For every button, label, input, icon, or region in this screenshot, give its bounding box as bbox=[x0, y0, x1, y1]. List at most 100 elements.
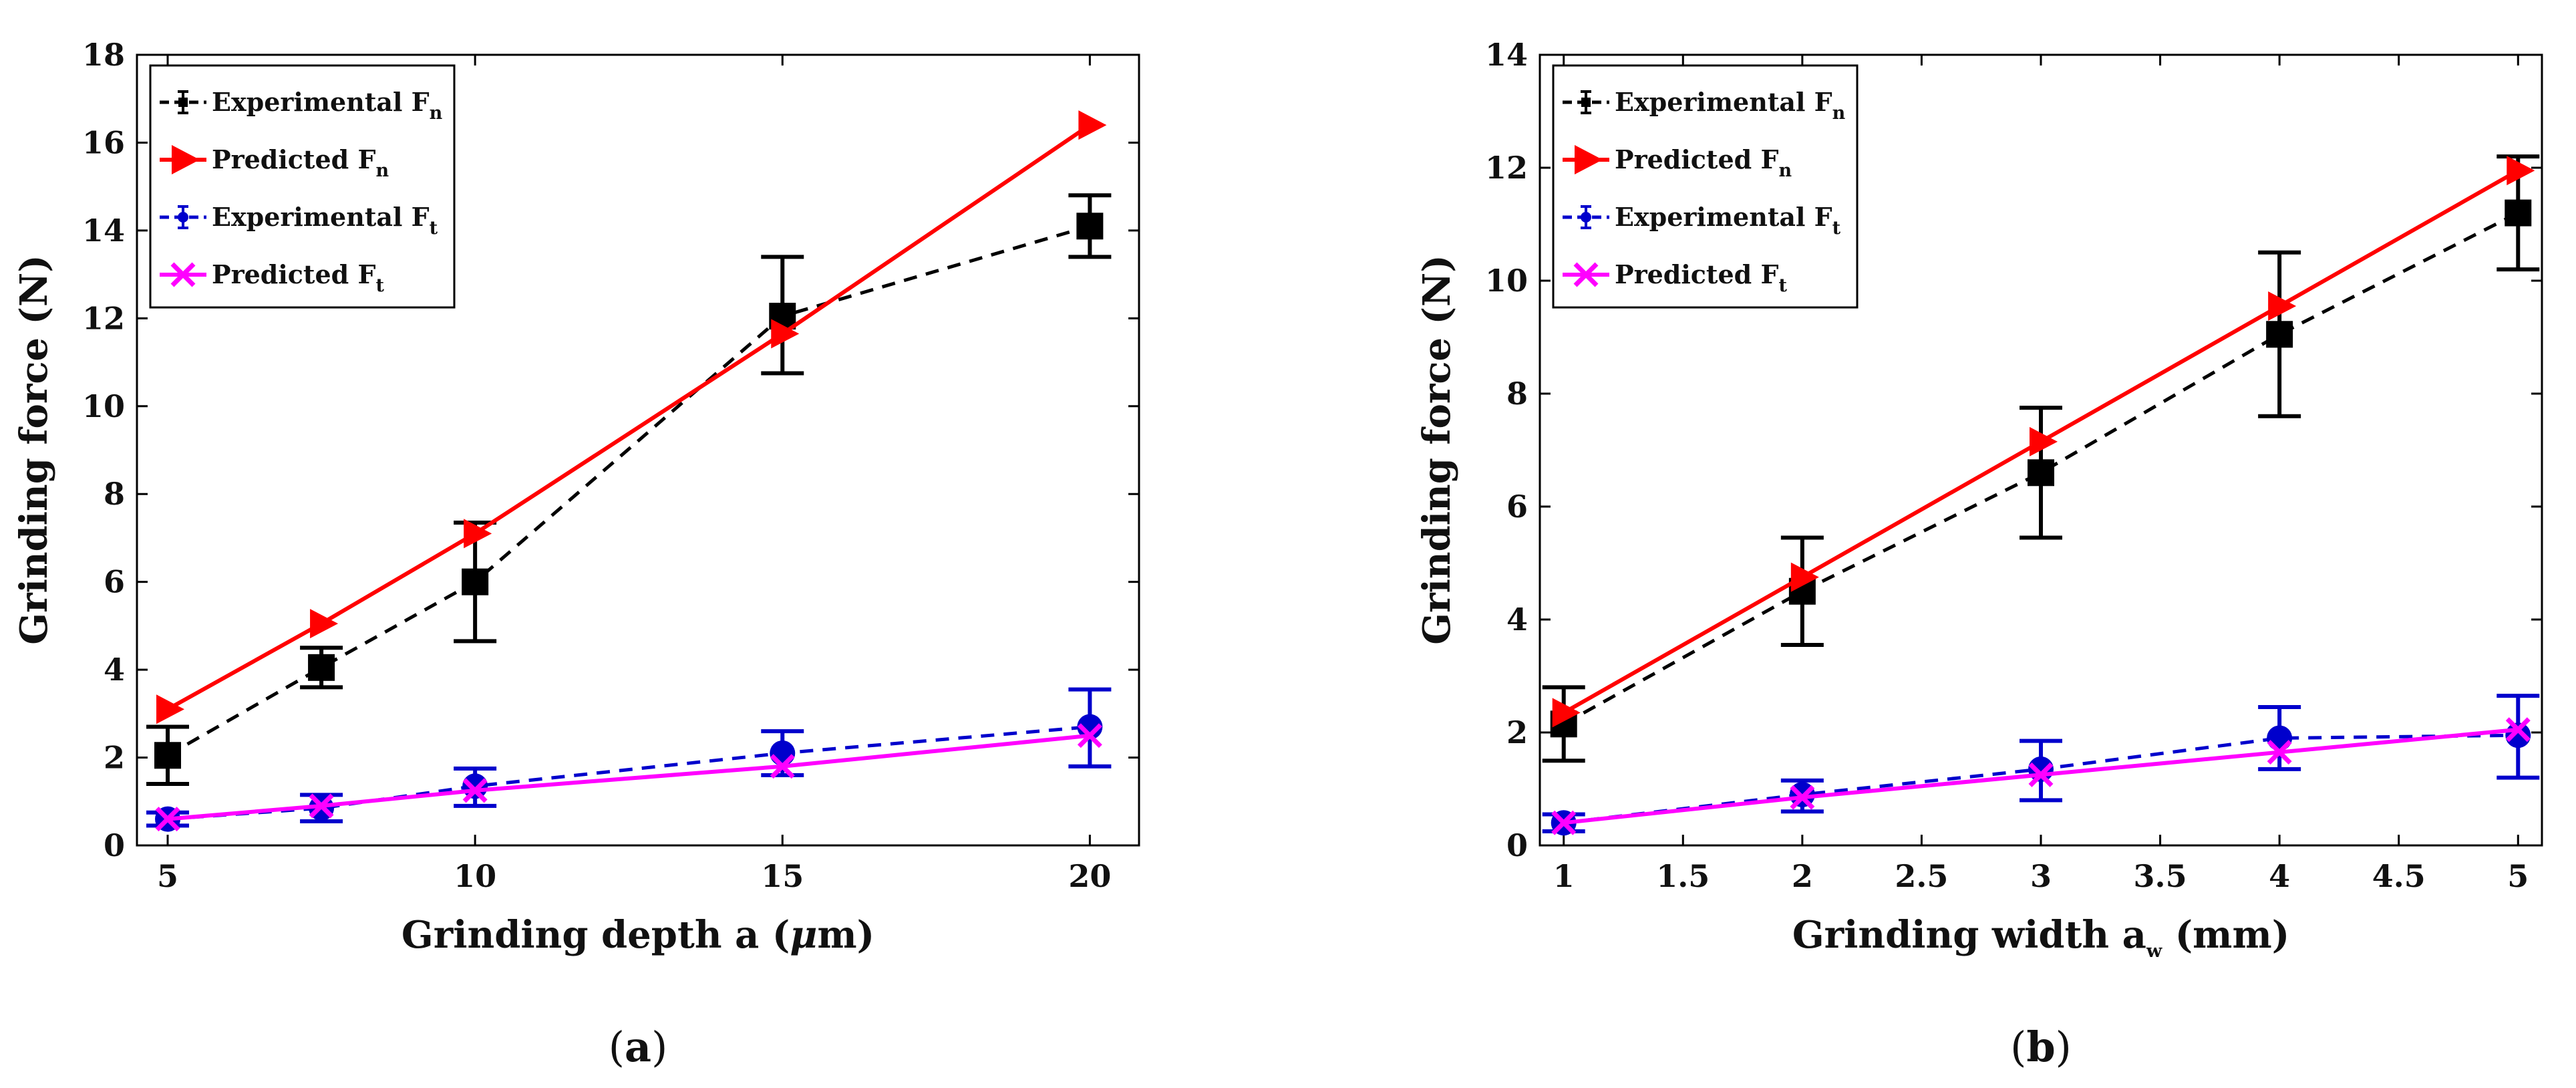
chart-b-series-1 bbox=[1552, 156, 2535, 728]
chart-b-legend-item-1-label-main: Predicted F bbox=[1615, 144, 1778, 174]
chart-b-legend-item-3-label-main: Predicted F bbox=[1615, 259, 1778, 289]
chart-a-series-3-point-stroke-b bbox=[309, 793, 334, 819]
chart-a-xtick-label: 20 bbox=[1068, 858, 1111, 894]
chart-b-legend-item-3-marker bbox=[1573, 262, 1599, 287]
chart-b-xtick-label: 2.5 bbox=[1895, 858, 1948, 894]
chart-b-series-0-point bbox=[2505, 199, 2532, 227]
chart-b-legend-item-1-label: Predicted Fn bbox=[1615, 144, 1792, 181]
chart-b-legend-item-3-label-sub: t bbox=[1778, 275, 1787, 296]
chart-a-series-3-point bbox=[770, 754, 795, 779]
chart-a-series-2-point bbox=[462, 773, 488, 799]
chart-a-series-0-point bbox=[154, 742, 182, 769]
chart-b-x-axis-label-unit: (mm) bbox=[2175, 913, 2290, 957]
chart-b-x-axis-label-gap bbox=[2162, 913, 2175, 957]
chart-a-x-axis-label-unit-rest: m) bbox=[817, 913, 874, 957]
chart-a-series-3-point-stroke-b bbox=[1077, 723, 1102, 749]
chart-a-series-1-point bbox=[771, 319, 800, 349]
chart-b-ytick-label: 0 bbox=[1506, 827, 1528, 863]
chart-b-legend-item-0-marker bbox=[1581, 98, 1591, 107]
chart-a-series-3-point bbox=[309, 793, 334, 819]
chart-b-legend-item-2-label-main: Experimental F bbox=[1615, 202, 1832, 232]
chart-b-x-axis-label-sub: w bbox=[2146, 941, 2162, 962]
chart-b-series-3-point-stroke-b bbox=[2267, 740, 2292, 765]
chart-b-ytick-label: 14 bbox=[1485, 37, 1528, 73]
chart-b-series-1-point bbox=[1552, 698, 1581, 728]
chart-b-ytick-label: 10 bbox=[1485, 263, 1528, 299]
chart-b-series-3-point-stroke-b bbox=[1551, 810, 1577, 835]
chart-a-series-1-point bbox=[464, 519, 492, 549]
chart-b-legend-item-0: Experimental Fn bbox=[1563, 87, 1846, 124]
chart-a-legend-item-0-label-main: Experimental F bbox=[212, 87, 430, 117]
chart-b-legend-item-0-label-main: Experimental F bbox=[1615, 87, 1832, 117]
chart-a-series-0-point bbox=[462, 568, 489, 595]
chart-a-series-3-point-stroke-b bbox=[462, 778, 488, 803]
chart-a-x-axis-label-gap bbox=[759, 913, 772, 957]
chart-a-legend-item-0: Experimental Fn bbox=[160, 87, 443, 124]
chart-b-series-3-point-stroke-b bbox=[1790, 785, 1815, 810]
chart-b-ytick-label: 2 bbox=[1506, 714, 1528, 751]
chart-a-series-3-point-stroke-b bbox=[155, 807, 180, 832]
chart-a-ytick-label: 4 bbox=[104, 652, 125, 688]
chart-a-legend-item-3-marker bbox=[170, 262, 196, 287]
chart-b-xtick-label: 2 bbox=[1792, 858, 1813, 894]
chart-a-series-2-point bbox=[770, 740, 796, 766]
chart-a-series-0-point bbox=[1076, 213, 1104, 240]
chart-a-ytick-label: 6 bbox=[104, 564, 125, 600]
chart-a-ytick-label: 8 bbox=[104, 476, 125, 512]
chart-b-caption-open: ( bbox=[2010, 1023, 2026, 1071]
chart-a-caption-close: ) bbox=[651, 1023, 667, 1071]
chart-a-legend-item-3-label: Predicted Ft bbox=[212, 259, 384, 296]
chart-b-legend-item-2-label-sub: t bbox=[1832, 218, 1841, 239]
chart-a-legend-item-3-label-main: Predicted F bbox=[212, 259, 375, 289]
chart-a-y-axis-label: Grinding force (N) bbox=[12, 255, 56, 644]
chart-a-legend-frame bbox=[149, 64, 456, 309]
chart-b-series-1-point bbox=[2030, 426, 2058, 456]
chart-a-series-1-point bbox=[156, 694, 185, 724]
chart-b-ytick-label: 8 bbox=[1506, 376, 1528, 412]
chart-b-series-3 bbox=[1551, 717, 2531, 835]
chart-b-series-3-point-stroke-b bbox=[2505, 717, 2531, 742]
chart-b-series-3-point bbox=[1551, 810, 1577, 835]
chart-a-ytick-label: 16 bbox=[82, 124, 125, 160]
chart-b-xtick-label: 5 bbox=[2507, 858, 2529, 894]
chart-b-legend-item-0-label-sub: n bbox=[1832, 103, 1846, 124]
chart-b-xtick-label: 3.5 bbox=[2134, 858, 2187, 894]
chart-a-legend-item-1: Predicted Fn bbox=[160, 144, 389, 181]
chart-a-legend-item-1-label-sub: n bbox=[375, 160, 389, 181]
chart-b-xtick-label: 3 bbox=[2030, 858, 2052, 894]
chart-a-series-1-point bbox=[310, 609, 339, 639]
chart-a-series-2-point bbox=[1077, 714, 1103, 740]
chart-b-xtick-label: 4 bbox=[2269, 858, 2290, 894]
chart-a-series-0 bbox=[146, 193, 1112, 786]
chart-b-series-0-line bbox=[1563, 211, 2519, 726]
chart-b-x-axis-label-main: Grinding width a bbox=[1792, 913, 2146, 957]
chart-b-xtick-label: 1.5 bbox=[1656, 858, 1710, 894]
chart-b: 0 2 4 6 8 10 12 14 1 1.5 2 2.5 3 3.5 4 4.5 5 Grinding wid… bbox=[1415, 37, 2543, 1071]
chart-a-ytick-label: 2 bbox=[104, 740, 125, 776]
chart-a-legend-item-2-label-main: Experimental F bbox=[212, 202, 430, 232]
chart-b-legend-item-1-label-sub: n bbox=[1778, 160, 1792, 181]
chart-b-series-3-point-stroke-b bbox=[2028, 762, 2054, 787]
chart-a-xtick-label: 10 bbox=[454, 858, 496, 894]
chart-b-legend-item-2-marker bbox=[1581, 212, 1591, 223]
chart-b-caption-letter: b bbox=[2026, 1023, 2055, 1071]
chart-a-legend-item-3-label-sub: t bbox=[375, 275, 384, 296]
chart-b-legend-item-3-marker-stroke-b bbox=[1573, 262, 1599, 287]
chart-b-legend-item-1: Predicted Fn bbox=[1563, 144, 1792, 181]
chart-a-series-0-point bbox=[308, 654, 335, 681]
chart-a-legend-item-0-label-sub: n bbox=[430, 103, 443, 124]
chart-a-xtick-label: 5 bbox=[157, 858, 178, 894]
chart-a-series-3-point-stroke-b bbox=[770, 754, 795, 779]
chart-a-ytick-label: 0 bbox=[104, 827, 125, 863]
chart-b-series-3-point bbox=[2028, 762, 2054, 787]
chart-a-x-axis-label-main: Grinding depth a bbox=[401, 913, 759, 957]
chart-b-ytick-label: 4 bbox=[1506, 601, 1528, 638]
chart-a-series-1 bbox=[156, 110, 1107, 724]
chart-b-series-3-point bbox=[2505, 717, 2531, 742]
chart-b-ytick-label: 12 bbox=[1485, 150, 1528, 186]
chart-a-legend-item-3: Predicted Ft bbox=[160, 259, 384, 296]
chart-a-ytick-label: 10 bbox=[82, 388, 125, 424]
chart-b-caption: (b) bbox=[2010, 1023, 2072, 1071]
chart-a-legend-item-1-marker bbox=[172, 145, 200, 174]
chart-a-series-3-point bbox=[462, 778, 488, 803]
